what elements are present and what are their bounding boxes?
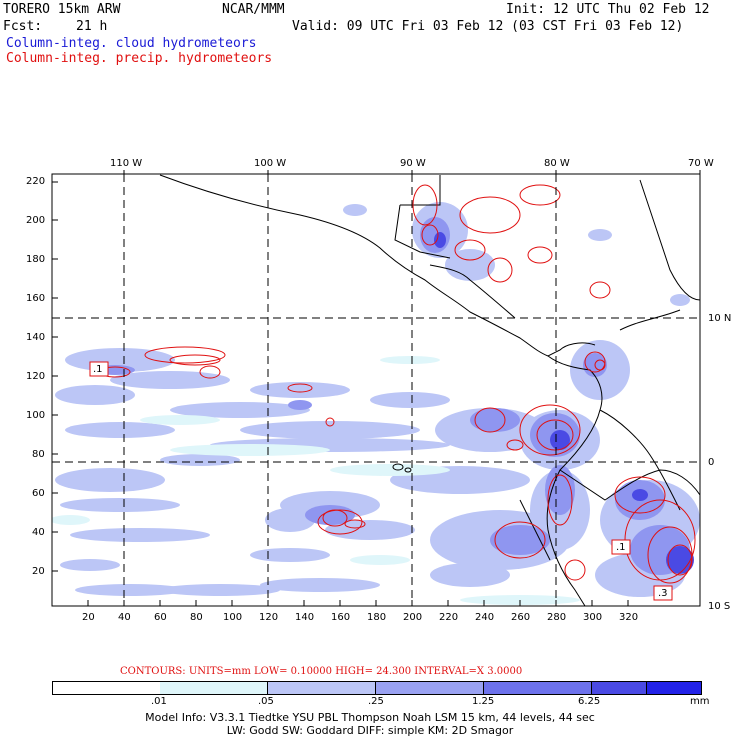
- contour-label: .1: [616, 542, 626, 553]
- colorbar-label: 1.25: [472, 696, 495, 707]
- colorbar-bin: [160, 681, 268, 695]
- lon-label-70w: 70 W: [688, 158, 714, 169]
- x-tick: 200: [403, 612, 423, 623]
- x-tick: 100: [223, 612, 243, 623]
- hydrometeor-field: [52, 202, 700, 605]
- axis-ticks: [52, 170, 701, 606]
- model-info-line2: LW: Godd SW: Goddard DIFF: simple KM: 2D…: [226, 724, 514, 737]
- colorbar-label: 6.25: [578, 696, 601, 707]
- y-tick: 120: [26, 371, 46, 382]
- lat-lon-grid: [52, 174, 700, 606]
- lat-label-10n: 10 N: [708, 313, 732, 324]
- lon-label-90w: 90 W: [400, 158, 426, 169]
- colorbar-label: .01: [151, 696, 167, 707]
- contour-label: .1: [93, 364, 103, 375]
- init-time: Init: 12 UTC Thu 02 Feb 12: [506, 2, 710, 17]
- x-tick: 180: [367, 612, 387, 623]
- x-tick: 140: [295, 612, 315, 623]
- x-tick: 20: [82, 612, 95, 623]
- lon-label-100w: 100 W: [254, 158, 287, 169]
- y-tick: 80: [32, 449, 45, 460]
- x-tick: 260: [511, 612, 531, 623]
- forecast-label: Fcst:: [3, 19, 43, 34]
- y-tick: 100: [26, 410, 46, 421]
- forecast-hour: 21 h: [76, 19, 108, 34]
- x-tick: 80: [190, 612, 203, 623]
- colorbar-label: .05: [258, 696, 274, 707]
- y-tick: 140: [26, 332, 46, 343]
- y-tick: 20: [32, 566, 45, 577]
- x-tick: 320: [619, 612, 639, 623]
- y-tick: 220: [26, 176, 46, 187]
- contour-label: .3: [658, 588, 668, 599]
- colorbar-bin: [376, 681, 484, 695]
- x-tick: 300: [583, 612, 603, 623]
- field-precip-label: Column-integ. precip. hydrometeors: [6, 51, 273, 66]
- x-tick: 40: [118, 612, 131, 623]
- center-label: NCAR/MMM: [222, 2, 285, 17]
- y-tick: 40: [32, 527, 45, 538]
- lat-label-0: 0: [708, 457, 715, 468]
- y-tick: 60: [32, 488, 45, 499]
- model-title: TORERO 15km ARW: [3, 2, 121, 17]
- y-tick: 180: [26, 254, 46, 265]
- colorbar-bin: [592, 681, 647, 695]
- colorbar-bin: [52, 681, 161, 695]
- x-tick: 160: [331, 612, 351, 623]
- precip-contours: [99, 184, 696, 584]
- valid-time: Valid: 09 UTC Fri 03 Feb 12 (03 CST Fri …: [292, 19, 684, 34]
- x-tick: 120: [259, 612, 279, 623]
- y-tick: 200: [26, 215, 46, 226]
- colorbar-label: .25: [368, 696, 384, 707]
- field-cloud-label: Column-integ. cloud hydrometeors: [6, 36, 257, 51]
- x-tick: 240: [475, 612, 495, 623]
- lat-label-10s: 10 S: [708, 601, 731, 612]
- model-info-line1: Model Info: V3.3.1 Tiedtke YSU PBL Thomp…: [145, 711, 595, 724]
- colorbar-bin: [647, 681, 702, 695]
- lon-label-80w: 80 W: [544, 158, 570, 169]
- x-tick: 280: [547, 612, 567, 623]
- x-tick: 60: [154, 612, 167, 623]
- y-tick: 160: [26, 293, 46, 304]
- colorbar-bin: [484, 681, 592, 695]
- lon-label-110w: 110 W: [110, 158, 143, 169]
- contours-info: CONTOURS: UNITS=mm LOW= 0.10000 HIGH= 24…: [120, 666, 523, 677]
- coastlines: [159, 174, 700, 606]
- x-tick: 220: [439, 612, 459, 623]
- contour-label-boxes: [89, 361, 673, 601]
- colorbar-units: mm: [690, 696, 710, 707]
- colorbar-bin: [268, 681, 376, 695]
